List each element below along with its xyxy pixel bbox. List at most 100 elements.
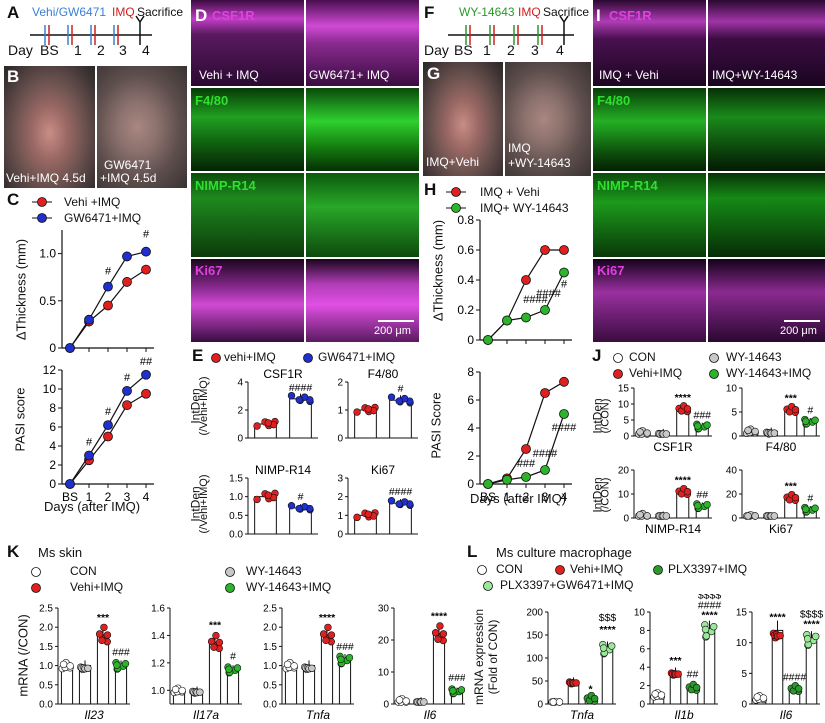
k-2-y-tick-label: 2.0: [263, 623, 277, 634]
h-pasi-y-tick-label: 8: [467, 365, 474, 379]
panel-f-day-3: 3: [531, 42, 539, 58]
panel-i-stain-nimp: NIMP-R14: [597, 178, 658, 193]
l-1-significance: ***: [669, 655, 682, 667]
j-2-data-point: [636, 511, 644, 519]
l-1-significance: $$$$: [698, 594, 722, 601]
k-1-y-tick-label: 1.0: [151, 686, 165, 697]
panel-a-letter: A: [7, 3, 20, 22]
k-0-y-tick-label: 0.5: [39, 680, 53, 691]
h-pasi-point: [540, 388, 550, 398]
j-3-data-point: [751, 512, 759, 520]
k-3-data-point: [439, 630, 448, 638]
e-2-data-point: [295, 504, 303, 513]
l-2-bar: [805, 639, 818, 705]
timeline-ticks: [44, 15, 145, 45]
e-3-data-point: [395, 500, 403, 508]
panel-l-legend-marks: [477, 565, 663, 591]
panel-g-photo-left: [423, 62, 503, 176]
k-3-data-point: [420, 698, 428, 706]
l-1-y-tick-label: 0: [639, 700, 645, 711]
panel-i-csf1r-left: [593, 0, 706, 86]
e-3-data-point: [353, 513, 361, 522]
j-1-y-tick-label: 5: [731, 408, 737, 419]
panel-d-ki67-right: [306, 259, 419, 342]
j-3-data-point: [744, 512, 752, 520]
l-1-y-tick-label: 4: [639, 663, 645, 674]
h-pasi-y-tick-label: 2: [467, 449, 474, 463]
e-3-data-point: [387, 497, 396, 505]
c-pasi-y-tick-label: 12: [43, 363, 57, 377]
j-2-data-point: [643, 512, 651, 520]
panel-i-f480-left: [593, 88, 706, 171]
k-3-data-point: [434, 635, 442, 643]
e-0-bar: [289, 398, 312, 439]
j-2-data-point: [694, 501, 702, 510]
panel-h-legend-2: IMQ+ WY-14643: [480, 201, 569, 215]
panel-g-letter: G: [427, 64, 441, 83]
k-1-data-point: [171, 685, 180, 694]
k-1-significance: #: [230, 651, 236, 663]
k-2-x-label: Tnfa: [306, 708, 330, 722]
c-pasi-y-tick-label: 10: [43, 382, 57, 396]
panel-c-legend: [32, 197, 52, 223]
panel-h-legend-1: IMQ + Vehi: [480, 185, 540, 199]
panel-g-right-label-2: +WY-14643: [508, 156, 571, 170]
l-2-data-point: [759, 694, 768, 702]
panel-j-legend-con: CON: [629, 350, 656, 364]
k-1-data-point: [178, 686, 186, 695]
e-1-data-point: [387, 393, 396, 401]
k-0-data-point: [84, 664, 92, 673]
h-thickness-y-tick-label: 0.4: [457, 273, 474, 287]
panel-a-group: Vehi/GW6471: [32, 5, 107, 19]
k-3-data-point: [449, 687, 457, 695]
k-2-data-point: [324, 623, 332, 632]
panel-i-letter: I: [596, 6, 601, 25]
c-thickness-point: [141, 246, 151, 257]
l-2-bar: [771, 629, 784, 705]
j-0-data-point: [683, 405, 692, 413]
l-0-x-label: Tnfa: [570, 708, 594, 722]
j-0-data-point: [636, 428, 644, 436]
panel-i-stain-f480: F4/80: [597, 93, 631, 108]
c-pasi-x-tick-label: BS: [62, 490, 78, 504]
j-1-data-point: [811, 416, 819, 424]
panel-d-scalebar: [378, 320, 414, 322]
panel-k-legend-marks: [31, 567, 235, 593]
c-pasi-y-tick-label: 4: [49, 439, 56, 453]
panel-j-legend-marks: [613, 353, 719, 379]
j-1-data-point: [770, 429, 779, 437]
l-0-y-tick-label: 200: [526, 608, 543, 619]
k-2-significance: ###: [336, 641, 354, 653]
c-thickness-annotation: #: [143, 229, 150, 241]
h-thickness-point: [502, 315, 512, 326]
h-pasi-annotation: ####: [533, 448, 558, 460]
c-pasi-y-tick-label: 0: [49, 477, 56, 491]
panel-d-nimp-left: [191, 173, 304, 257]
j-3-x-label: Ki67: [769, 522, 793, 536]
h-pasi-x-tick-label: 1: [504, 490, 511, 504]
panel-l-legend-vehi: Vehi+IMQ: [570, 562, 624, 576]
e-3-data-point: [364, 510, 373, 518]
c-thickness-y-tick-label: 0.5: [39, 294, 56, 308]
j-2-y-tick-label: 20: [618, 466, 630, 477]
l-2-significance: $$$$: [800, 609, 824, 621]
l-2-x-label: Il6: [780, 708, 793, 722]
k-2-y-tick-label: 1.0: [263, 661, 277, 672]
panel-c-legend-1: Vehi +IMQ: [64, 195, 121, 209]
k-3-y-tick-label: 30: [378, 604, 390, 615]
k-2-y-tick-label: 0.5: [263, 680, 277, 691]
l-2-y-tick-label: 5: [741, 669, 747, 680]
j-0-y-tick-label: 10: [618, 400, 630, 411]
panel-d-stain-csf1r: CSF1R: [212, 8, 255, 23]
j-1-data-point: [791, 405, 800, 414]
k-1-data-point: [212, 631, 220, 640]
c-pasi-x-tick-label: 1: [86, 490, 93, 504]
h-thickness-annotation: ####: [536, 288, 561, 300]
panel-l-charts: 050100150200*$$$****Tnfa0246810***##$$$$…: [526, 594, 824, 722]
j-3-data-point: [811, 504, 819, 512]
panel-d-letter: D: [195, 6, 208, 25]
panel-f-day-2: 2: [507, 42, 515, 58]
c-thickness-point: [141, 264, 151, 275]
k-2-data-point: [319, 630, 328, 638]
